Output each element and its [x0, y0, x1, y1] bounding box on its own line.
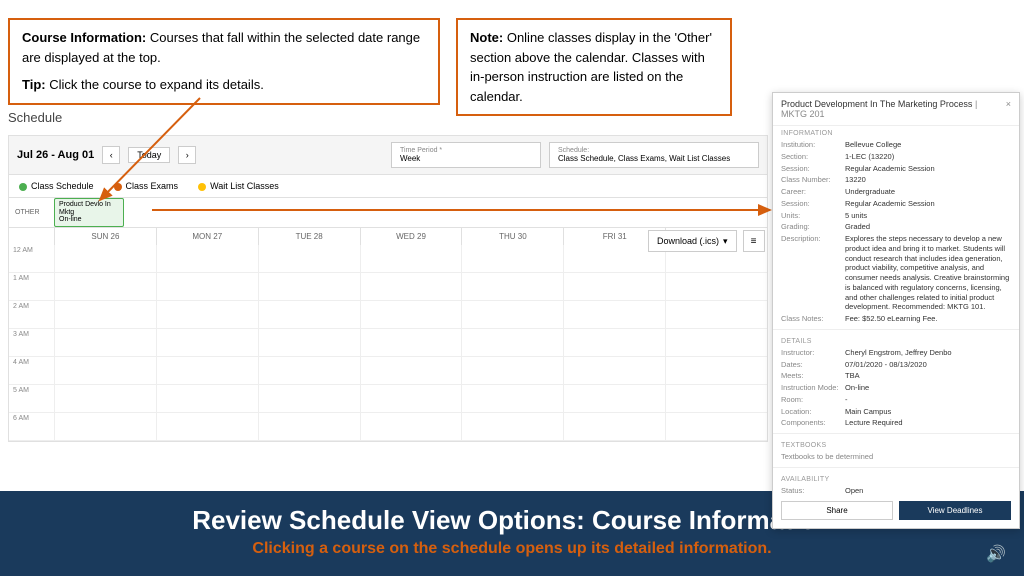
calendar-cell[interactable]: [665, 329, 767, 356]
hour-label: 5 AM: [9, 385, 54, 412]
calendar-cell[interactable]: [258, 413, 360, 440]
calendar-cell[interactable]: [665, 385, 767, 412]
calendar-cell[interactable]: [156, 245, 258, 272]
calendar-cell[interactable]: [156, 357, 258, 384]
dot-orange: [114, 183, 122, 191]
calendar-cell[interactable]: [360, 301, 462, 328]
calendar-cell[interactable]: [54, 357, 156, 384]
calendar-cell[interactable]: [665, 301, 767, 328]
callout-course-info: Course Information: Courses that fall wi…: [8, 18, 440, 105]
callout-note: Note: Online classes display in the 'Oth…: [456, 18, 732, 116]
hour-row: 6 AM: [9, 413, 767, 441]
calendar-cell[interactable]: [360, 413, 462, 440]
calendar-cell[interactable]: [54, 245, 156, 272]
calendar-cell[interactable]: [461, 273, 563, 300]
hour-label: 12 AM: [9, 245, 54, 272]
calendar-cell[interactable]: [563, 273, 665, 300]
calendar-cell[interactable]: [156, 273, 258, 300]
hour-row: 3 AM: [9, 329, 767, 357]
close-icon[interactable]: ×: [1006, 99, 1011, 119]
calendar-cell[interactable]: [156, 329, 258, 356]
day-header: WED 29: [360, 228, 462, 245]
schedule-area: Schedule Download (.ics)▾ ≡ Jul 26 - Aug…: [8, 110, 768, 442]
today-button[interactable]: Today: [128, 147, 170, 163]
view-deadlines-button[interactable]: View Deadlines: [899, 501, 1011, 520]
time-period-select[interactable]: Time Period * Week: [391, 142, 541, 168]
calendar-cell[interactable]: [461, 301, 563, 328]
other-row: OTHER Product Devlo In Mktg On-line: [8, 197, 768, 228]
hour-row: 1 AM: [9, 273, 767, 301]
calendar-body: 12 AM1 AM2 AM3 AM4 AM5 AM6 AM: [8, 245, 768, 442]
course-chip[interactable]: Product Devlo In Mktg On-line: [54, 198, 124, 227]
calendar-cell[interactable]: [258, 245, 360, 272]
day-header: SUN 26: [54, 228, 156, 245]
schedule-title: Schedule: [8, 110, 62, 125]
schedule-toolbar: Jul 26 - Aug 01 ‹ Today › Time Period * …: [8, 135, 768, 175]
share-button[interactable]: Share: [781, 501, 893, 520]
calendar-cell[interactable]: [54, 329, 156, 356]
chevron-down-icon: ▾: [723, 236, 728, 247]
calendar-cell[interactable]: [258, 385, 360, 412]
calendar-cell[interactable]: [54, 413, 156, 440]
list-view-button[interactable]: ≡: [743, 230, 765, 252]
calendar-cell[interactable]: [461, 357, 563, 384]
calendar-cell[interactable]: [54, 273, 156, 300]
calendar-cell[interactable]: [360, 245, 462, 272]
calendar-cell[interactable]: [665, 413, 767, 440]
hour-row: 4 AM: [9, 357, 767, 385]
panel-code: MKTG 201: [781, 109, 825, 119]
calendar-cell[interactable]: [258, 273, 360, 300]
course-detail-panel: Product Development In The Marketing Pro…: [772, 92, 1020, 529]
day-header: TUE 28: [258, 228, 360, 245]
calendar-cell[interactable]: [54, 301, 156, 328]
dot-yellow: [198, 183, 206, 191]
calendar-cell[interactable]: [563, 357, 665, 384]
prev-button[interactable]: ‹: [102, 146, 120, 164]
day-header: THU 30: [461, 228, 563, 245]
calendar-cell[interactable]: [665, 357, 767, 384]
calendar-cell[interactable]: [461, 385, 563, 412]
hour-label: 6 AM: [9, 413, 54, 440]
dot-green: [19, 183, 27, 191]
schedule-filter-select[interactable]: Schedule: Class Schedule, Class Exams, W…: [549, 142, 759, 168]
calendar-cell[interactable]: [258, 357, 360, 384]
calendar-cell[interactable]: [563, 329, 665, 356]
calendar-cell[interactable]: [563, 385, 665, 412]
calendar-cell[interactable]: [54, 385, 156, 412]
hour-label: 2 AM: [9, 301, 54, 328]
hour-label: 4 AM: [9, 357, 54, 384]
calendar-cell[interactable]: [258, 329, 360, 356]
calendar-cell[interactable]: [461, 329, 563, 356]
next-button[interactable]: ›: [178, 146, 196, 164]
hour-label: 1 AM: [9, 273, 54, 300]
calendar-cell[interactable]: [360, 357, 462, 384]
hour-label: 3 AM: [9, 329, 54, 356]
calendar-cell[interactable]: [461, 413, 563, 440]
calendar-cell[interactable]: [563, 413, 665, 440]
calendar-cell[interactable]: [563, 301, 665, 328]
calendar-cell[interactable]: [665, 273, 767, 300]
calendar-cell[interactable]: [360, 385, 462, 412]
day-header: MON 27: [156, 228, 258, 245]
speaker-icon: 🔊: [986, 544, 1006, 564]
banner-subtitle: Clicking a course on the schedule opens …: [0, 540, 1024, 558]
list-icon: ≡: [751, 236, 757, 247]
calendar-cell[interactable]: [156, 413, 258, 440]
date-range: Jul 26 - Aug 01: [17, 149, 94, 161]
calendar-cell[interactable]: [360, 273, 462, 300]
calendar-cell[interactable]: [156, 301, 258, 328]
download-button[interactable]: Download (.ics)▾: [648, 230, 737, 252]
hour-row: 5 AM: [9, 385, 767, 413]
calendar-cell[interactable]: [156, 385, 258, 412]
calendar-cell[interactable]: [360, 329, 462, 356]
hour-row: 2 AM: [9, 301, 767, 329]
panel-title: Product Development In The Marketing Pro…: [781, 99, 972, 109]
legend: Class Schedule Class Exams Wait List Cla…: [8, 175, 768, 197]
calendar-cell[interactable]: [258, 301, 360, 328]
calendar-cell[interactable]: [461, 245, 563, 272]
